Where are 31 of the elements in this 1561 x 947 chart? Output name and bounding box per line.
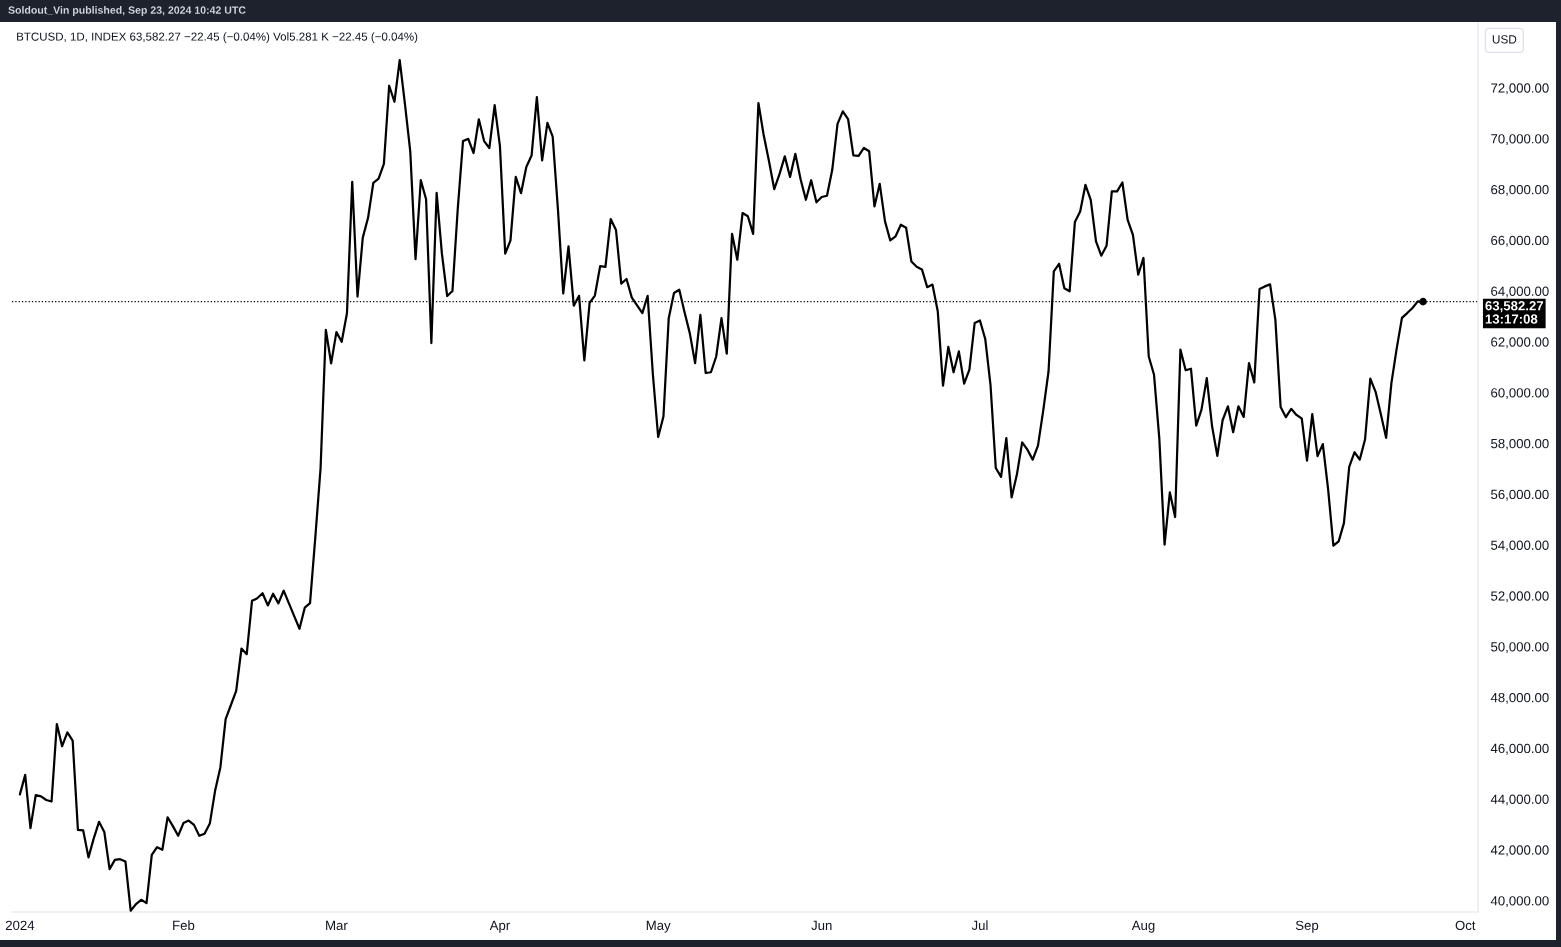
ref-line-label: 63,582.27 13:17:08 — [1485, 301, 1544, 324]
y-tick-label: 70,000.00 — [1491, 134, 1549, 146]
y-tick-label: 56,000.00 — [1491, 489, 1549, 501]
y-tick-label: 54,000.00 — [1491, 540, 1549, 552]
y-tick-label: 62,000.00 — [1491, 337, 1549, 349]
y-axis-title: USD — [1492, 35, 1517, 44]
y-tick-label: 48,000.00 — [1490, 692, 1549, 704]
y-tick-label: 52,000.00 — [1491, 591, 1549, 603]
text: Soldout_Vin published, Sep 23, 2024 10:42 UTC — [8, 6, 246, 16]
y-tick-label: 40,000.00 — [1490, 896, 1549, 908]
y-tick-label: 72,000.00 — [1491, 83, 1549, 95]
y-tick-label: 60,000.00 — [1491, 388, 1549, 400]
x-tick-label: Apr — [489, 920, 510, 933]
y-tick-label: 50,000.00 — [1491, 642, 1549, 654]
x-tick-label: Feb — [173, 920, 195, 931]
x-tick-label: Sep — [1295, 920, 1319, 933]
x-tick-label: Aug — [1131, 920, 1155, 933]
x-tick-label: Mar — [326, 920, 348, 931]
x-tick-label: Jun — [811, 920, 832, 931]
y-tick-label: 44,000.00 — [1490, 794, 1549, 806]
y-tick-label: 68,000.00 — [1491, 184, 1549, 196]
y-tick-label: 42,000.00 — [1490, 845, 1549, 857]
x-tick-label: May — [646, 920, 671, 933]
y-tick-label: 64,000.00 — [1491, 286, 1549, 298]
x-tick-label: Jul — [971, 920, 988, 931]
y-tick-label: 46,000.00 — [1490, 743, 1549, 755]
y-tick-label: 66,000.00 — [1491, 235, 1549, 247]
text: BTCUSD, 1D, INDEX 63,582.27 −22.45 (−0.04%) Vol5.281 K −22.45 (−0.04%) — [17, 32, 418, 43]
x-tick-label: 2024 — [5, 920, 35, 931]
x-tick-label: Oct — [1455, 920, 1476, 931]
y-tick-label: 58,000.00 — [1491, 438, 1549, 450]
